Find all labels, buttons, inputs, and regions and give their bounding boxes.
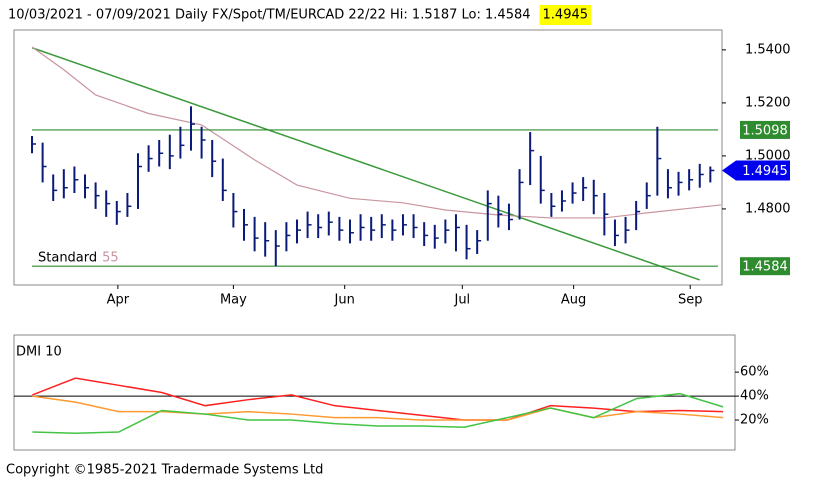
y-tick-label: 1.4800 <box>745 201 791 216</box>
last-price-highlight <box>539 5 592 25</box>
dmi-line <box>32 377 724 421</box>
dmi-frame <box>13 334 736 451</box>
y-tick-label: 40% <box>740 389 769 404</box>
ma-period: 55 <box>102 251 119 266</box>
moving-average <box>31 46 722 219</box>
y-tick-label: 1.5400 <box>745 42 791 57</box>
ma-label: Standard <box>38 251 97 266</box>
level-label: 1.5098 <box>742 123 788 138</box>
level-label: 1.4584 <box>742 260 788 275</box>
dmi-title: DMI 10 <box>16 345 62 360</box>
x-tick-label: Sep <box>678 293 703 308</box>
dmi-line <box>32 395 724 421</box>
x-tick-label: Jul <box>453 293 470 308</box>
copyright: Copyright ©1985-2021 Tradermade Systems … <box>6 463 323 478</box>
dmi-line <box>32 392 724 434</box>
y-tick-label: 60% <box>740 365 769 380</box>
last-price-box <box>722 160 790 181</box>
x-tick-label: Apr <box>107 293 130 308</box>
level-box <box>740 120 790 139</box>
y-tick-label: 20% <box>740 413 769 428</box>
price-frame <box>13 29 723 286</box>
chart-title: 10/03/2021 - 07/09/2021 Daily FX/Spot/TM… <box>8 8 531 23</box>
title-last-price: 1.4945 <box>543 8 589 23</box>
y-tick-label: 1.5000 <box>745 148 791 163</box>
trend-line <box>31 47 700 281</box>
y-tick-label: 1.5200 <box>745 95 791 110</box>
level-box <box>740 257 790 276</box>
x-tick-label: Aug <box>561 293 586 308</box>
x-tick-label: May <box>220 293 247 308</box>
x-tick-label: Jun <box>334 293 355 308</box>
last-price-label: 1.4945 <box>742 164 788 179</box>
